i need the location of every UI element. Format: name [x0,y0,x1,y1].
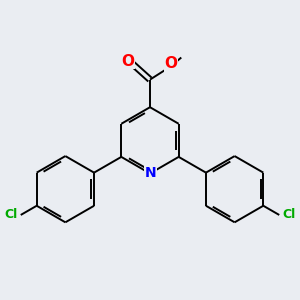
Text: Cl: Cl [5,208,18,221]
Text: O: O [165,56,178,71]
Text: Cl: Cl [282,208,295,221]
Text: O: O [122,54,134,69]
Text: N: N [145,167,156,181]
